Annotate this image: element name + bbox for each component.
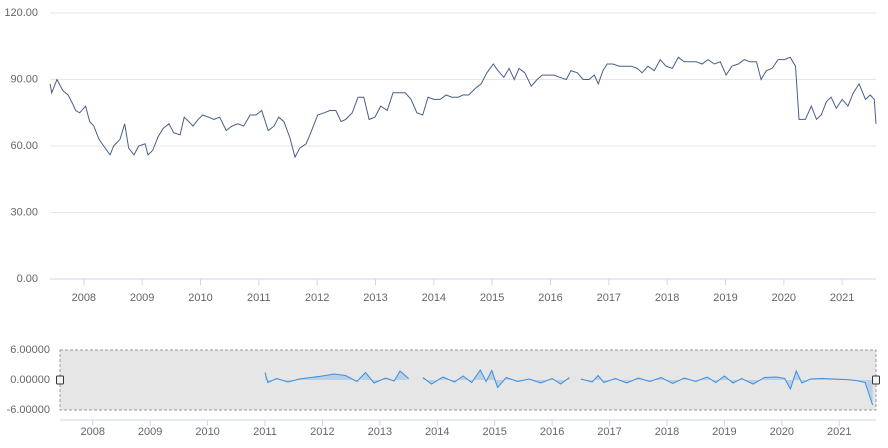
navigator-handle[interactable] — [56, 375, 64, 385]
y-tick-label: -6.00000 — [7, 404, 50, 416]
x-tick-label: 2020 — [772, 292, 796, 304]
x-tick-label: 2019 — [713, 292, 737, 304]
x-tick-label: 2012 — [310, 426, 334, 438]
x-tick-label: 2016 — [540, 426, 564, 438]
data-line — [422, 369, 570, 389]
x-tick-label: 2009 — [138, 426, 162, 438]
x-tick-label: 2017 — [597, 292, 621, 304]
data-area — [580, 371, 873, 405]
x-tick-label: 2015 — [480, 292, 504, 304]
data-line — [264, 370, 409, 384]
x-tick-label: 2008 — [80, 426, 104, 438]
x-tick-label: 2021 — [830, 292, 854, 304]
x-tick-label: 2012 — [305, 292, 329, 304]
x-tick-label: 2015 — [482, 426, 506, 438]
data-line — [49, 56, 877, 159]
x-tick-label: 2018 — [655, 292, 679, 304]
x-tick-label: 2018 — [655, 426, 679, 438]
x-tick-label: 2019 — [712, 426, 736, 438]
y-tick-label: 0.00 — [17, 273, 38, 285]
x-tick-label: 2011 — [247, 292, 271, 304]
x-tick-label: 2021 — [827, 426, 851, 438]
x-tick-label: 2014 — [425, 426, 449, 438]
y-tick-label: 6.00000 — [10, 344, 50, 356]
data-line — [580, 369, 874, 406]
y-tick-label: 0.00000 — [10, 374, 50, 386]
x-tick-label: 2016 — [538, 292, 562, 304]
x-tick-label: 2009 — [130, 292, 154, 304]
x-tick-label: 2017 — [597, 426, 621, 438]
x-tick-label: 2010 — [195, 426, 219, 438]
y-tick-label: 90.00 — [10, 73, 38, 85]
x-tick-label: 2010 — [188, 292, 212, 304]
y-tick-label: 60.00 — [10, 140, 38, 152]
y-tick-label: 30.00 — [10, 206, 38, 218]
data-area — [265, 371, 409, 383]
x-tick-label: 2020 — [770, 426, 794, 438]
x-tick-label: 2008 — [72, 292, 96, 304]
x-tick-label: 2011 — [253, 426, 277, 438]
navigator-handle[interactable] — [872, 375, 880, 385]
x-tick-label: 2013 — [363, 292, 387, 304]
y-tick-label: 120.00 — [4, 7, 38, 19]
x-tick-label: 2014 — [422, 292, 446, 304]
x-tick-label: 2013 — [368, 426, 392, 438]
